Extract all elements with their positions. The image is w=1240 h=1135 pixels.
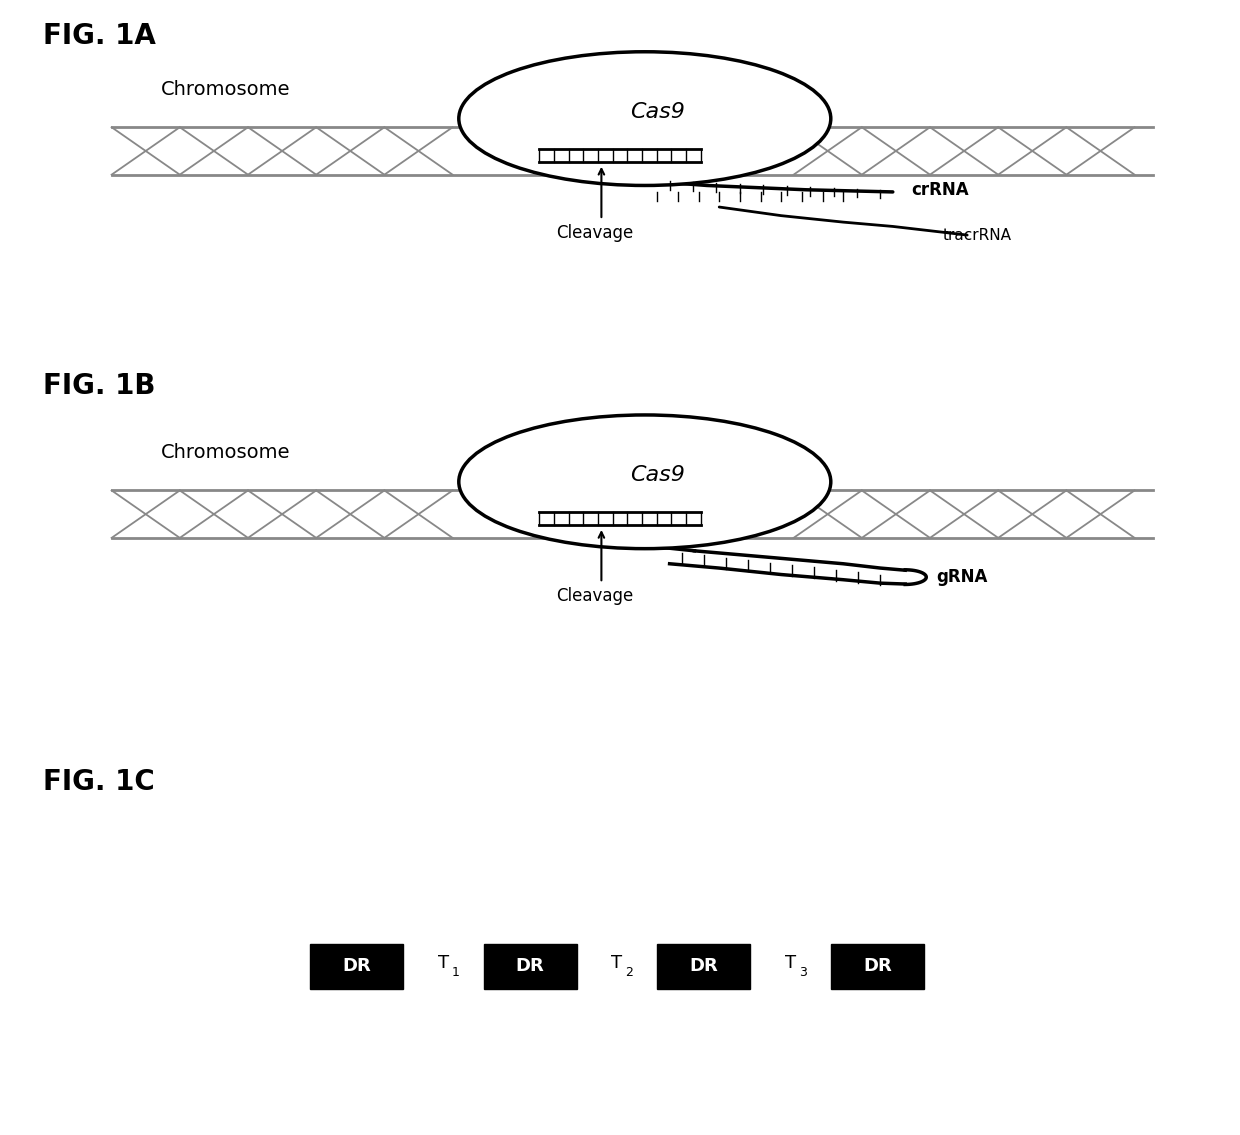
FancyBboxPatch shape [310,944,403,989]
Text: FIG. 1C: FIG. 1C [43,768,155,796]
Text: Cas9: Cas9 [630,465,684,486]
Text: Cas9: Cas9 [630,102,684,123]
Text: FIG. 1B: FIG. 1B [43,372,156,400]
Text: tracrRNA: tracrRNA [942,227,1012,243]
Text: gRNA: gRNA [936,568,987,586]
Text: Chromosome: Chromosome [161,81,290,99]
FancyBboxPatch shape [657,944,750,989]
Ellipse shape [459,52,831,185]
Text: 3: 3 [799,966,807,978]
Text: 1: 1 [451,966,460,978]
Text: Cleavage: Cleavage [557,588,634,605]
Text: DR: DR [689,958,718,975]
Text: FIG. 1A: FIG. 1A [43,22,156,50]
Text: Chromosome: Chromosome [161,444,290,462]
Text: 2: 2 [625,966,634,978]
FancyBboxPatch shape [831,944,924,989]
FancyBboxPatch shape [484,944,577,989]
Text: T: T [438,953,449,972]
Text: crRNA: crRNA [911,180,968,199]
Text: DR: DR [863,958,892,975]
Text: DR: DR [516,958,544,975]
Text: Cleavage: Cleavage [557,225,634,242]
Ellipse shape [459,415,831,548]
Text: DR: DR [342,958,371,975]
Text: T: T [785,953,796,972]
Text: T: T [611,953,622,972]
